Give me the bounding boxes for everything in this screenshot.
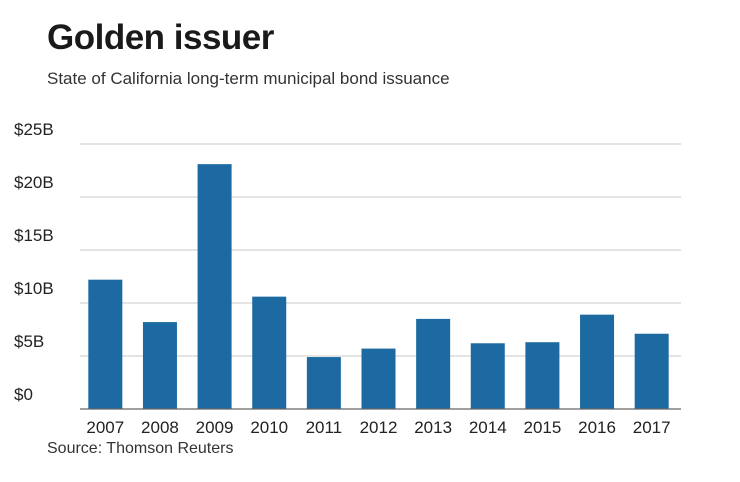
x-tick-label: 2008 [141,418,179,437]
x-tick-label: 2015 [523,418,561,437]
x-tick-label: 2016 [578,418,616,437]
x-axis-ticks: 2007 2008 2009 2010 2011 2012 2013 2014 2015 2016… [86,418,670,437]
source-note: Source: Thomson Reuters [47,440,234,457]
y-tick-label: $15B [14,226,54,245]
x-tick-label: 2010 [250,418,288,437]
x-tick-label: 2007 [86,418,124,437]
x-tick-label: 2014 [469,418,507,437]
x-tick-label: 2012 [360,418,398,437]
bar-2007 [88,279,123,409]
x-tick-label: 2017 [633,418,671,437]
y-tick-label: $20B [14,173,54,192]
x-tick-label: 2009 [196,418,234,437]
bar-2016 [580,314,615,409]
bar-2011 [306,357,341,409]
bar-2010 [252,296,287,409]
y-tick-label: $25B [14,120,54,139]
y-tick-label: $10B [14,279,54,298]
chart-title: Golden issuer [47,18,274,57]
bar-2009 [197,164,232,409]
bar-2014 [470,343,505,409]
y-tick-label: $0 [14,385,33,404]
bar-2012 [361,348,396,409]
chart-subtitle: State of California long-term municipal … [47,69,450,88]
bar-2013 [416,318,451,409]
bar-2008 [142,322,177,409]
bars [88,164,669,409]
x-tick-label: 2011 [306,418,343,437]
x-tick-label: 2013 [414,418,452,437]
bar-2015 [525,342,560,409]
y-tick-label: $5B [14,332,44,351]
y-axis-ticks: $0 $5B $10B $15B $20B $25B [14,120,54,404]
bar-2017 [634,333,669,409]
